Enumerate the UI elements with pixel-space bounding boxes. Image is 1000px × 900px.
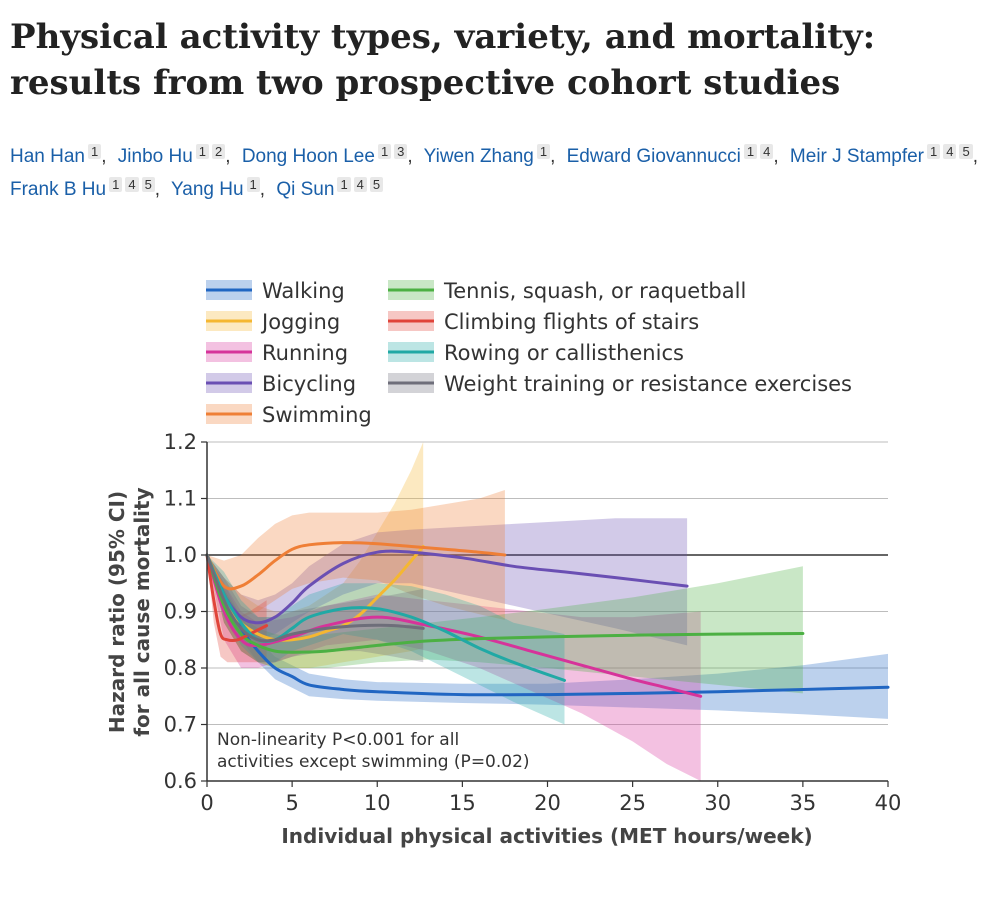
x-tick-label: 25 (619, 791, 646, 815)
y-tick-label: 0.8 (164, 656, 197, 680)
y-tick-label: 1.2 (164, 430, 197, 454)
author-list: Han Han 1, Jinbo Hu 1 2, Dong Hoon Lee 1 3, Y… (10, 140, 990, 206)
x-tick-label: 35 (790, 791, 817, 815)
author-link[interactable]: Yang Hu (171, 179, 244, 200)
legend-item-rowing-or-callisthenics: Rowing or callisthenics (388, 341, 684, 365)
author-link[interactable]: Han Han (10, 146, 85, 167)
legend-label: Rowing or callisthenics (444, 341, 684, 365)
affiliation-badge[interactable]: 1 (377, 144, 392, 159)
legend-label: Swimming (262, 403, 372, 427)
legend-item-climbing-flights-of-stairs: Climbing flights of stairs (388, 310, 699, 334)
affiliation-badge[interactable]: 5 (369, 177, 384, 192)
x-tick-label: 15 (449, 791, 476, 815)
x-tick-label: 30 (704, 791, 731, 815)
legend-item-walking: Walking (206, 279, 345, 303)
rowing-or-callisthenics-ci-band (207, 555, 565, 725)
annotation-line-1: Non-linearity P<0.001 for all (217, 730, 459, 750)
legend-label: Walking (262, 279, 345, 303)
legend-label: Running (262, 341, 348, 365)
running-line (205, 553, 703, 698)
legend-label: Bicycling (262, 372, 356, 396)
legend-item-jogging: Jogging (206, 310, 340, 334)
rowing-or-callisthenics-line (205, 553, 566, 682)
y-tick-label: 0.6 (164, 769, 197, 793)
x-axis-label: Individual physical activities (MET hour… (281, 824, 812, 848)
affiliation-badge[interactable]: 1 (927, 144, 941, 159)
legend-item-swimming: Swimming (206, 403, 372, 427)
jogging-ci-band (207, 442, 424, 668)
affiliation-badge[interactable]: 4 (760, 144, 774, 159)
x-tick-label: 20 (534, 791, 561, 815)
x-tick-label: 5 (285, 791, 298, 815)
author-link[interactable]: Dong Hoon Lee (241, 146, 375, 167)
affiliation-badge[interactable]: 1 (743, 144, 758, 159)
affiliation-badge[interactable]: 1 (246, 177, 260, 192)
author-separator: , (407, 146, 413, 167)
author-link[interactable]: Qi Sun (276, 179, 335, 200)
author-separator: , (225, 146, 231, 167)
y-tick-label: 0.7 (164, 713, 197, 737)
axes: 0 5 10 15 20 25 30 35 40 0.6 0.7 0.8 0.9 1.0 1.1 1.2 (164, 430, 902, 815)
author-link[interactable]: Yiwen Zhang (423, 146, 534, 167)
swimming-line (205, 541, 507, 591)
walking-ci-band (207, 555, 888, 719)
page-title: Physical activity types, variety, and mo… (10, 17, 876, 103)
affiliation-badge[interactable]: 1 (88, 144, 102, 159)
y-axis-label-line-1: Hazard ratio (95% CI) (105, 491, 129, 733)
affiliation-badge[interactable]: 4 (943, 144, 957, 159)
annotation-line-2: activities except swimming (P=0.02) (217, 752, 530, 772)
swimming-ci-band (207, 490, 505, 620)
author-separator: , (972, 146, 978, 167)
affiliation-badge[interactable]: 1 (536, 144, 551, 159)
legend-label: Climbing flights of stairs (444, 310, 699, 334)
legend-item-tennis-squash-or-raquetball: Tennis, squash, or raquetball (388, 279, 746, 303)
legend-item-running: Running (206, 341, 348, 365)
legend-label: Tennis, squash, or raquetball (443, 279, 746, 303)
affiliation-badge[interactable]: 4 (125, 177, 139, 192)
y-axis-label-line-2: for all cause mortality (130, 487, 154, 736)
legend-item-bicycling: Bicycling (206, 372, 356, 396)
affiliation-badge[interactable]: 5 (959, 144, 973, 159)
legend: Walking Jogging Running Bicycling Swimming Te… (206, 279, 852, 427)
author-separator: , (101, 146, 107, 167)
gridlines (207, 441, 888, 782)
affiliation-badge[interactable]: 5 (141, 177, 155, 192)
series-lines (205, 541, 890, 698)
y-tick-label: 0.9 (164, 600, 197, 624)
affiliation-badge[interactable]: 4 (353, 177, 367, 192)
x-tick-label: 40 (875, 791, 902, 815)
hazard-ratio-chart: 0 5 10 15 20 25 30 35 40 0.6 0.7 0.8 0.9 1.0 1.1 1.2 Wa… (105, 279, 902, 848)
affiliation-badge[interactable]: 1 (195, 144, 210, 159)
weight-training-or-resistance-exercises-line (205, 553, 425, 643)
author-link[interactable]: Edward Giovannucci (566, 146, 741, 167)
bicycling-line (205, 549, 689, 625)
affiliation-badge[interactable]: 2 (212, 144, 226, 159)
author-link[interactable]: Jinbo Hu (117, 146, 193, 167)
author-separator: , (154, 179, 161, 200)
affiliation-badge[interactable]: 1 (109, 177, 123, 192)
y-tick-label: 1.0 (164, 543, 197, 567)
x-tick-label: 10 (364, 791, 391, 815)
affiliation-badge[interactable]: 3 (394, 144, 408, 159)
legend-item-weight-training-or-resistance-exercises: Weight training or resistance exercises (388, 372, 852, 396)
author-link[interactable]: Frank B Hu (10, 179, 107, 200)
tennis-squash-or-raquetball-ci-band (207, 555, 803, 694)
author-link[interactable]: Meir J Stampfer (789, 146, 925, 167)
author-separator: , (259, 179, 266, 200)
legend-label: Jogging (260, 310, 340, 334)
x-tick-label: 0 (200, 791, 213, 815)
bicycling-ci-band (207, 518, 688, 646)
author-separator: , (773, 146, 779, 167)
author-separator: , (550, 146, 556, 167)
legend-label: Weight training or resistance exercises (444, 372, 852, 396)
y-tick-label: 1.1 (164, 487, 197, 511)
affiliation-badge[interactable]: 1 (337, 177, 351, 192)
